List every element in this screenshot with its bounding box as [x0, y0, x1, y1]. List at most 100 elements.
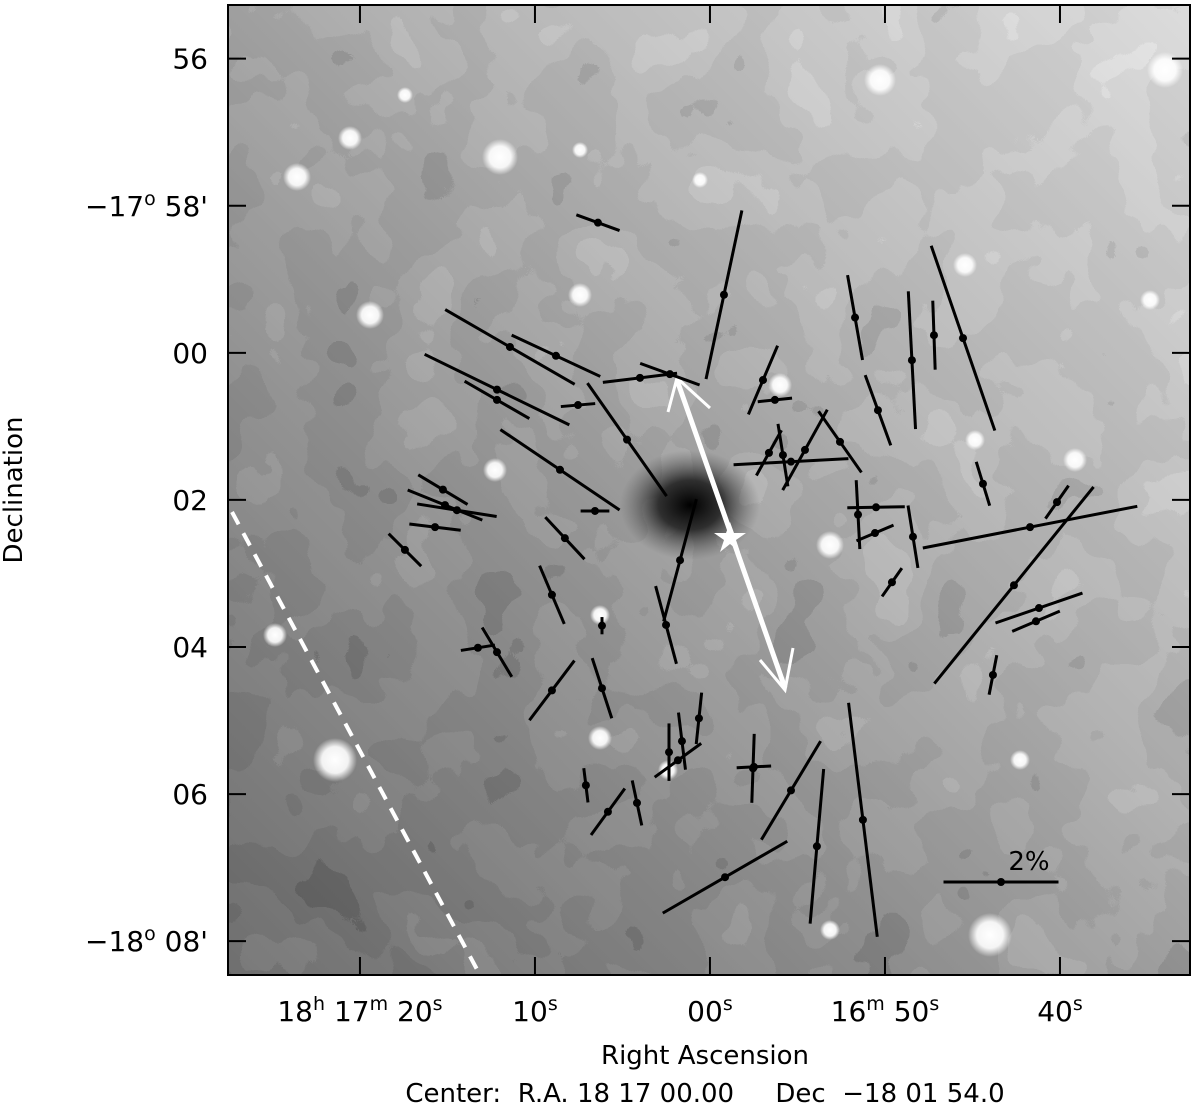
star-blob	[483, 458, 507, 482]
vector-point	[623, 435, 632, 444]
vector-point	[1034, 604, 1043, 613]
vector-point	[593, 218, 602, 227]
vector-point	[555, 465, 564, 474]
star-blob	[953, 253, 977, 277]
vector-point	[959, 334, 968, 343]
vector-point	[812, 842, 821, 851]
vector-point	[473, 643, 482, 652]
vector-point	[574, 401, 583, 410]
star-blob	[968, 913, 1012, 957]
vector-point	[560, 534, 569, 543]
image-background	[228, 5, 1190, 975]
star-blob	[1010, 750, 1030, 770]
vector-point	[851, 313, 860, 322]
x-axis-title: Right Ascension	[601, 1041, 809, 1071]
vector-point	[547, 590, 556, 599]
vectors	[387, 210, 1138, 938]
vector-point	[597, 684, 606, 693]
vector-point	[590, 506, 599, 515]
vector-point	[492, 648, 501, 657]
vector-point	[431, 523, 440, 532]
vector-point	[547, 686, 556, 695]
star-blob	[283, 163, 311, 191]
vector-point	[770, 395, 779, 404]
vector-point	[1052, 498, 1061, 507]
y-tick-label: 00	[172, 337, 208, 370]
star-blob	[1140, 290, 1160, 310]
vector-point	[673, 756, 682, 765]
star-blob	[768, 373, 792, 397]
vector-point	[778, 451, 787, 460]
star-blob	[263, 623, 287, 647]
y-tick-label: 06	[172, 778, 208, 811]
star-blob	[692, 172, 708, 188]
y-tick-label: 02	[172, 484, 208, 517]
x-tick-label: 10s	[512, 993, 558, 1028]
star-blob	[588, 726, 612, 750]
vector-point	[858, 815, 867, 824]
vector-point	[632, 798, 641, 807]
vector-point	[1009, 581, 1018, 590]
scale-point	[997, 878, 1005, 886]
vector-point	[665, 748, 674, 757]
star-blob	[1063, 448, 1087, 472]
vector-point	[581, 781, 590, 790]
y-axis-title: Declination	[0, 417, 29, 564]
scale-label: 2%	[1008, 847, 1049, 877]
vector-point	[721, 873, 730, 882]
vector-point	[551, 351, 560, 360]
vector-point	[786, 786, 795, 795]
star-blob	[313, 738, 357, 782]
star-marker	[714, 522, 746, 552]
x-tick-label: 40s	[1037, 993, 1083, 1028]
vector-point	[1031, 617, 1040, 626]
vector-point	[1026, 523, 1035, 532]
vector-point	[978, 479, 987, 488]
vector-point	[438, 485, 447, 494]
footer: Center: R.A. 18 17 00.00 Dec −18 01 54.0	[405, 1079, 1004, 1109]
y-tick-label: 04	[172, 631, 208, 664]
vector-point	[452, 506, 461, 515]
vector-point	[870, 529, 879, 538]
vector-point	[908, 532, 917, 541]
star-blob	[1147, 52, 1183, 88]
vector-point	[597, 621, 606, 630]
star-blob	[590, 605, 610, 625]
vector-point	[988, 670, 997, 679]
star-blob	[482, 139, 518, 175]
star-blob	[568, 283, 592, 307]
vector-point	[665, 370, 674, 379]
star-blob	[864, 64, 896, 96]
y-tick-label: −18o 08'	[85, 923, 208, 958]
vector-point	[835, 437, 844, 446]
vector-point	[603, 807, 612, 816]
star-blob	[572, 142, 588, 158]
vector-point	[873, 406, 882, 415]
vector-point	[492, 395, 501, 404]
y-tick-label: 56	[172, 43, 208, 76]
y-tick-label: −17o 58'	[85, 188, 208, 223]
vector-point	[694, 714, 703, 723]
vector-point	[400, 545, 409, 554]
vector-point	[749, 762, 758, 771]
star-blob	[965, 430, 985, 450]
vector-point	[505, 342, 514, 351]
x-tick-label: 16m 50s	[831, 993, 940, 1028]
vector-point	[764, 448, 773, 457]
vector-point	[907, 356, 916, 365]
vector-point	[719, 290, 728, 299]
vector-point	[758, 376, 767, 385]
vector-point	[662, 620, 671, 629]
x-tick-label: 18h 17m 20s	[277, 993, 442, 1028]
vector-point	[492, 385, 501, 394]
vector-point	[872, 503, 881, 512]
x-tick-label: 00s	[687, 993, 733, 1028]
vector-point	[677, 737, 686, 746]
vector-point	[676, 556, 685, 565]
star-blob	[338, 126, 362, 150]
vector-point	[929, 331, 938, 340]
vector-point	[786, 457, 795, 466]
vector-point	[887, 578, 896, 587]
star-blob	[397, 87, 413, 103]
